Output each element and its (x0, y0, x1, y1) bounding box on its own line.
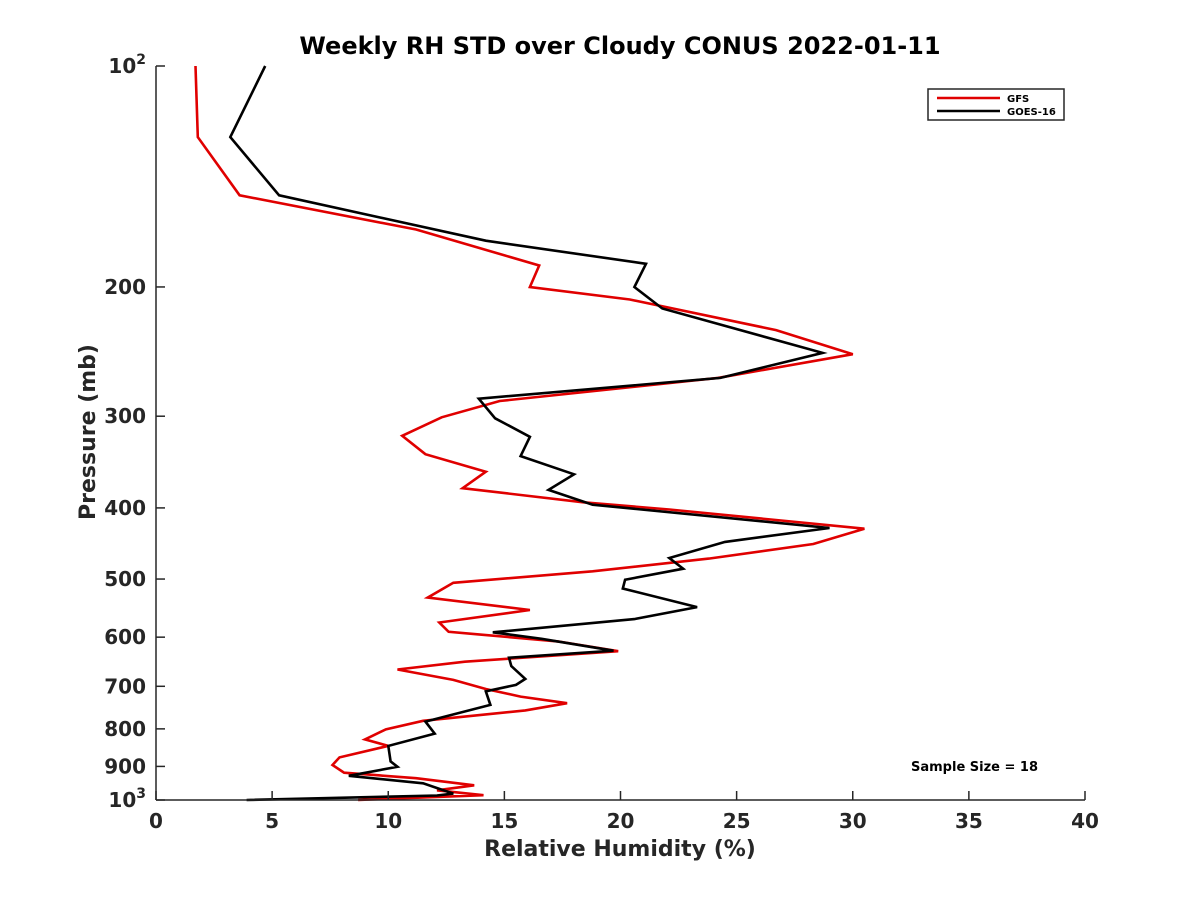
y-axis-title: Pressure (mb) (76, 344, 101, 520)
series-line-gfs (194, 65, 865, 802)
y-tick-label: 500 (104, 567, 146, 591)
y-tick-label: 102 (108, 52, 146, 78)
series-line-goes-16 (228, 65, 830, 802)
y-tick-label: 400 (104, 496, 146, 520)
y-tick-label: 300 (104, 404, 146, 428)
x-axis-title: Relative Humidity (%) (484, 837, 756, 862)
sample-size-annotation: Sample Size = 18 (911, 760, 1038, 775)
x-tick-label: 35 (955, 809, 983, 833)
legend: GFS GOES-16 (927, 88, 1065, 121)
x-tick-label: 30 (839, 809, 867, 833)
x-tick-label: 0 (149, 809, 163, 833)
chart-text: Weekly RH STD over Cloudy CONUS 2022-01-… (76, 32, 1038, 862)
y-tick-label: 800 (104, 717, 146, 741)
x-tick-label: 40 (1071, 809, 1099, 833)
y-tick-label: 200 (104, 275, 146, 299)
legend-label: GOES-16 (1007, 107, 1056, 118)
y-tick-label: 700 (104, 674, 146, 698)
plot-area (194, 65, 865, 802)
y-tick-label: 900 (104, 754, 146, 778)
x-tick-label: 20 (607, 809, 635, 833)
x-tick-label: 5 (265, 809, 279, 833)
y-tick-label: 600 (104, 625, 146, 649)
x-tick-label: 10 (374, 809, 402, 833)
chart-title: Weekly RH STD over Cloudy CONUS 2022-01-… (299, 32, 940, 60)
y-tick-label: 103 (108, 786, 146, 812)
axes: 0 5 10 15 20 25 30 35 40 102 200 300 400 500 600 700 800… (104, 52, 1099, 833)
x-tick-label: 25 (723, 809, 751, 833)
legend-box (927, 88, 1065, 121)
x-tick-label: 15 (490, 809, 518, 833)
legend-label: GFS (1007, 94, 1029, 105)
